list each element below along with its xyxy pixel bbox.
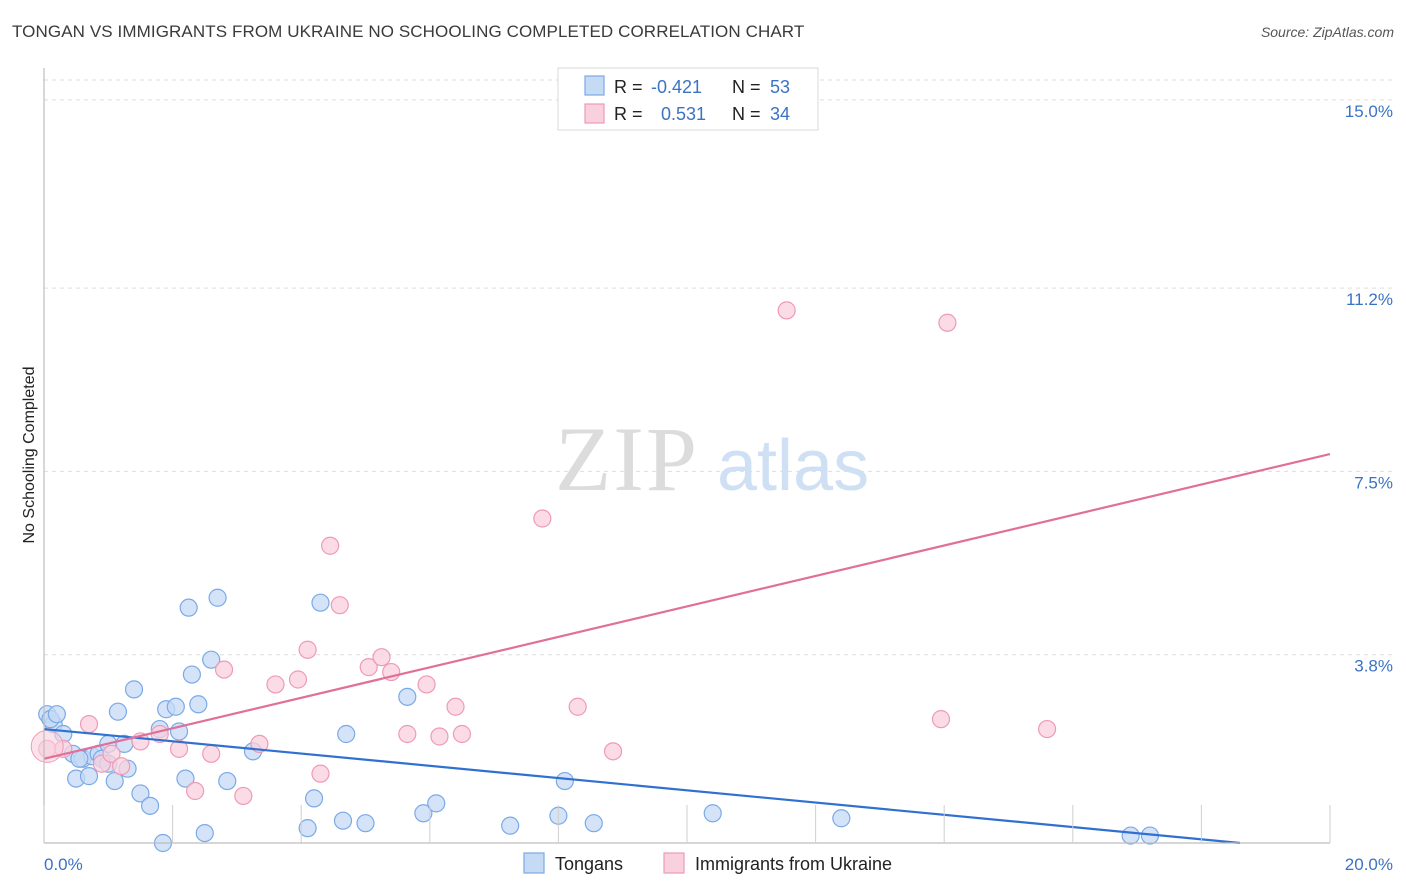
tongans-point-40 — [427, 794, 446, 813]
axes: 3.8% 7.5% 11.2% 15.0% 0.0% 20.0% — [43, 68, 1393, 874]
tongans-point-7 — [79, 767, 99, 786]
legend-r-value-ukraine: 0.531 — [661, 104, 706, 124]
legend-n-value-ukraine: 34 — [770, 104, 790, 124]
tongans-point-34 — [311, 593, 330, 612]
legend-swatch-ukraine — [584, 103, 605, 124]
top-legend: R = -0.421 N = 53 R = 0.531 N = 34 — [557, 67, 819, 131]
tongans-point-21 — [166, 697, 185, 716]
tongans-point-44 — [584, 814, 603, 833]
tongans-point-26 — [189, 695, 208, 714]
ukraine-point-15 — [288, 670, 308, 689]
tongans-point-37 — [356, 814, 375, 833]
source-credit: Source: ZipAtlas.com — [1260, 24, 1394, 40]
tongans-point-17 — [131, 784, 150, 803]
ukraine-point-2 — [79, 714, 99, 734]
chart-title: TONGAN VS IMMIGRANTS FROM UKRAINE NO SCH… — [12, 22, 805, 41]
ukraine-point-20 — [359, 658, 378, 677]
ukraine-point-28 — [533, 509, 552, 528]
bottom-legend-swatch-ukraine — [663, 852, 685, 874]
bottom-legend: Tongans Immigrants from Ukraine — [523, 852, 892, 874]
ukraine-point-14 — [266, 675, 285, 694]
ukraine-point-10 — [202, 744, 221, 763]
bottom-legend-label-tongans: Tongans — [555, 854, 623, 874]
ukraine-point-21 — [372, 648, 391, 667]
legend-n-label-tongans: N = — [732, 77, 761, 97]
tongans-point-41 — [501, 816, 520, 835]
tongans-point-32 — [298, 819, 317, 838]
ukraine-point-12 — [234, 786, 253, 806]
y-axis-title: No Schooling Completed — [21, 367, 38, 544]
tongans-point-25 — [182, 665, 201, 684]
tongans-point-45 — [703, 804, 722, 823]
watermark-zip: ZIP — [555, 408, 699, 510]
legend-r-label-ukraine: R = — [614, 104, 643, 124]
x-tick-label-1: 20.0% — [1345, 855, 1393, 874]
tongans-point-43 — [555, 771, 574, 791]
ukraine-point-11 — [214, 660, 234, 679]
watermark: ZIP atlas — [555, 408, 869, 510]
tongans-point-38 — [398, 687, 417, 706]
tongans-point-35 — [333, 811, 353, 830]
legend-n-value-tongans: 53 — [770, 77, 790, 97]
legend-r-value-tongans: -0.421 — [651, 77, 702, 97]
ukraine-point-29 — [568, 697, 587, 716]
y-tick-label-0: 3.8% — [1354, 657, 1393, 676]
data-points — [30, 301, 1160, 853]
ukraine-point-5 — [112, 757, 131, 776]
tongans-point-46 — [832, 809, 851, 828]
ukraine-point-33 — [1037, 719, 1057, 739]
tongans-point-18 — [140, 796, 160, 815]
legend-r-label-tongans: R = — [614, 77, 643, 97]
trend-lines — [43, 452, 1331, 845]
tongans-point-16 — [124, 680, 144, 699]
tongans-point-28 — [202, 650, 221, 669]
grid-lines — [44, 79, 1392, 656]
ukraine-point-16 — [298, 640, 317, 659]
legend-swatch-tongans — [584, 75, 605, 96]
y-tick-label-2: 11.2% — [1346, 290, 1393, 309]
ukraine-point-17 — [311, 764, 330, 783]
watermark-atlas: atlas — [717, 426, 869, 506]
ukraine-point-8 — [169, 739, 189, 758]
tongans-point-13 — [108, 702, 128, 721]
x-tick-label-0: 0.0% — [44, 855, 83, 874]
y-tick-label-1: 7.5% — [1354, 473, 1393, 492]
tongans-point-24 — [179, 598, 198, 617]
ukraine-point-34 — [938, 313, 957, 332]
ukraine-point-4 — [102, 744, 121, 763]
tongans-point-33 — [304, 789, 324, 808]
tongans-point-47 — [1121, 826, 1140, 845]
ukraine-point-32 — [931, 710, 951, 729]
ukraine-point-24 — [417, 675, 436, 694]
tongans-point-27 — [195, 823, 214, 843]
ukraine-trend-line — [43, 452, 1331, 760]
ukraine-point-31 — [777, 301, 796, 320]
tongans-point-29 — [208, 588, 227, 607]
tongans-point-50 — [47, 705, 66, 724]
bottom-legend-swatch-tongans — [523, 852, 545, 874]
tongans-point-30 — [218, 771, 237, 791]
tongans-point-36 — [337, 724, 356, 744]
legend-n-label-ukraine: N = — [732, 104, 761, 124]
bottom-legend-label-ukraine: Immigrants from Ukraine — [695, 854, 892, 874]
tongans-point-23 — [176, 769, 195, 788]
ukraine-point-18 — [321, 536, 340, 555]
ukraine-point-9 — [186, 781, 205, 801]
ukraine-point-23 — [398, 724, 417, 744]
ukraine-point-30 — [603, 742, 623, 761]
ukraine-point-27 — [452, 724, 472, 744]
y-tick-label-3: 15.0% — [1345, 102, 1393, 121]
tongans-point-39 — [414, 804, 433, 823]
ukraine-point-26 — [446, 697, 465, 716]
ukraine-point-19 — [330, 596, 349, 615]
tongans-trend-line — [43, 727, 1241, 845]
ukraine-point-25 — [430, 727, 449, 746]
